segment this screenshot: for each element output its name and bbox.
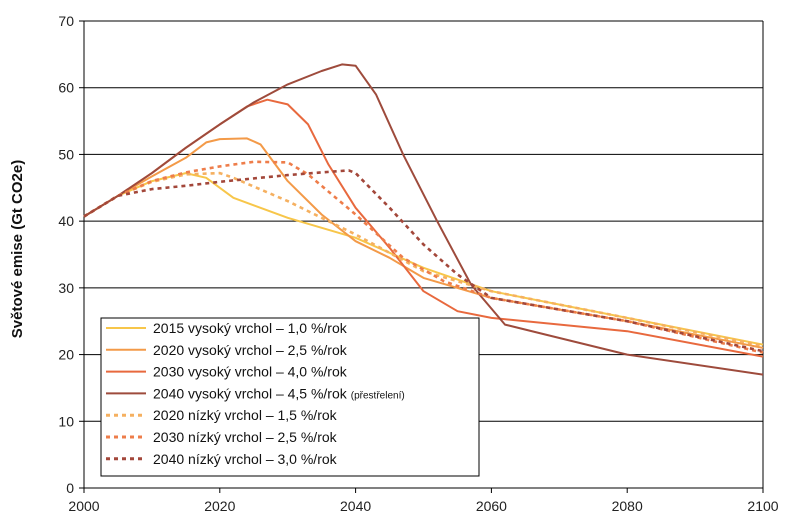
legend-label: 2040 nízký vrchol – 3,0 %/rok: [153, 451, 338, 467]
x-tick-label: 2080: [612, 498, 643, 514]
series-line-2040-vysoky-vrchol: [83, 63, 764, 376]
x-tick-label: 2020: [204, 498, 235, 514]
y-tick-label: 0: [66, 480, 74, 496]
series-line-2020-nizky-vrchol-dotted: [83, 171, 764, 348]
legend: 2015 vysoký vrchol – 1,0 %/rok 2020 vysok…: [100, 317, 480, 477]
legend-label: 2015 vysoký vrchol – 1,0 %/rok: [153, 320, 348, 336]
legend-label: 2020 nízký vrchol – 1,5 %/rok: [153, 407, 338, 423]
series-line-2040-nizky-vrchol-dotted: [83, 169, 764, 353]
x-tick-label: 2040: [340, 498, 371, 514]
y-tick-label: 70: [58, 13, 74, 29]
legend-label: 2020 vysoký vrchol – 2,5 %/rok: [153, 342, 348, 358]
y-tick-label: 50: [58, 146, 74, 162]
x-axis-ticks: 2000 2020 2040 2060 2080 2100: [68, 488, 779, 514]
y-tick-label: 30: [58, 280, 74, 296]
y-axis-ticks: 0 10 20 30 40 50 60 70: [58, 13, 84, 496]
y-axis-label: Světové emise (Gt CO2e): [9, 160, 26, 338]
series-line-2030-nizky-vrchol-dotted: [83, 160, 764, 354]
legend-label: 2040 vysoký vrchol – 4,5 %/rok: [153, 385, 348, 401]
plot-area: [83, 21, 764, 488]
x-tick-label: 2000: [68, 498, 99, 514]
legend-label: 2030 vysoký vrchol – 4,0 %/rok: [153, 364, 348, 380]
legend-box: [100, 317, 480, 477]
legend-label: 2030 nízký vrchol – 2,5 %/rok: [153, 429, 338, 445]
y-tick-label: 40: [58, 213, 74, 229]
x-tick-label: 2100: [747, 498, 778, 514]
x-tick-label: 2060: [476, 498, 507, 514]
y-tick-label: 60: [58, 80, 74, 96]
y-tick-label: 10: [58, 413, 74, 429]
legend-note: (přestřelení): [351, 390, 405, 401]
y-tick-label: 20: [58, 347, 74, 363]
series-lines: [83, 63, 764, 376]
